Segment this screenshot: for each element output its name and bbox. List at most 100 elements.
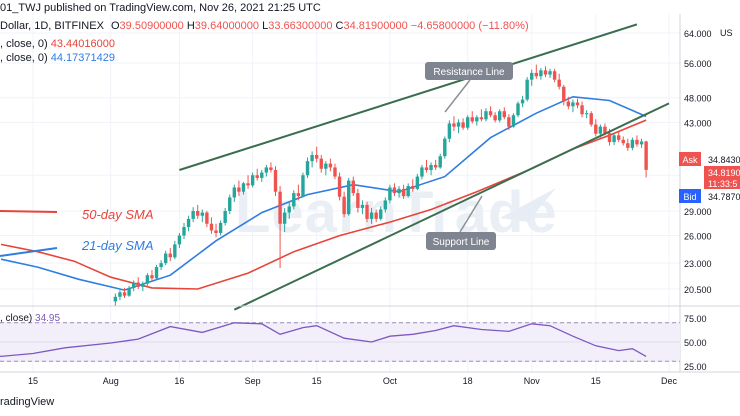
- candle: [310, 151, 314, 168]
- candle: [337, 172, 342, 201]
- resistance-annotation: Resistance Line: [425, 62, 513, 113]
- candle-body: [484, 111, 488, 120]
- time-tick-label: 15: [591, 376, 601, 386]
- candle: [411, 179, 415, 192]
- support-label: Support Line: [433, 237, 490, 248]
- candle-body: [456, 122, 461, 127]
- candle-body: [241, 183, 246, 192]
- price-tick-label: 64.000: [684, 29, 712, 39]
- candle-body: [498, 111, 502, 121]
- candle: [141, 281, 145, 292]
- candle: [214, 223, 218, 238]
- ask-value: 34.8430: [708, 155, 740, 165]
- candle-body: [347, 180, 351, 215]
- candle: [594, 119, 598, 137]
- candle: [305, 157, 310, 178]
- close-value: 34.8190: [708, 168, 740, 178]
- support-label-box: [426, 232, 496, 250]
- candle-body: [397, 188, 401, 194]
- candle-body: [520, 99, 525, 104]
- candle-body: [465, 117, 470, 128]
- ohlc-h-label: H: [186, 20, 195, 32]
- candle-body: [507, 117, 511, 127]
- candle-body: [228, 197, 232, 212]
- candle: [406, 183, 410, 198]
- symbol-legend: Dollar, 1D, BITFINEX O39.50900000 H39.64…: [0, 20, 529, 32]
- candle-body: [539, 70, 543, 77]
- ma1-label[interactable]: , close, 0): [0, 38, 48, 50]
- candle-body: [525, 79, 529, 100]
- candle: [168, 248, 172, 262]
- sma50-legend-label: 50-day SMA: [82, 207, 154, 222]
- candle-body: [534, 72, 539, 77]
- candle-body: [630, 139, 635, 148]
- candle: [562, 84, 566, 106]
- candle: [475, 115, 479, 126]
- candle-body: [502, 111, 506, 118]
- candle-body: [438, 156, 442, 168]
- rsi-line: [0, 322, 647, 358]
- candle-body: [269, 167, 273, 171]
- candle: [461, 118, 465, 130]
- bid-label-box: [679, 189, 701, 203]
- candle-body: [131, 282, 136, 288]
- candle-body: [562, 86, 566, 102]
- candle: [511, 113, 516, 128]
- candle-body: [369, 212, 374, 219]
- candle: [630, 137, 635, 151]
- candle-body: [145, 275, 150, 284]
- channel-lines: [179, 23, 670, 311]
- candle-body: [305, 161, 310, 176]
- candle-body: [163, 253, 168, 264]
- bid-label: Bid: [683, 192, 696, 202]
- candle-body: [237, 187, 241, 192]
- time-axis-ticks: 15 Aug 16 Sep 15 Oct 18 Nov 15 Dec: [28, 376, 678, 386]
- candle-body: [260, 172, 264, 178]
- candle-body: [511, 115, 516, 127]
- tradingview-brand[interactable]: radingView: [0, 396, 55, 408]
- candle: [392, 183, 397, 197]
- candle-body: [603, 126, 607, 134]
- candle-body: [616, 135, 621, 140]
- ma2-label[interactable]: , close, 0): [0, 52, 48, 64]
- rsi-axis-ticks: 25.00 50.00 75.00: [684, 314, 707, 372]
- candle-body: [392, 187, 397, 194]
- candle-body: [429, 164, 433, 171]
- candle-body: [548, 71, 552, 75]
- candle-body: [282, 212, 287, 224]
- candle: [356, 188, 360, 213]
- candle-body: [379, 209, 383, 219]
- candle: [635, 135, 639, 147]
- candle: [264, 164, 269, 177]
- time-tick-label: 18: [463, 376, 473, 386]
- candle: [484, 108, 488, 122]
- sma50-legend-line: [0, 210, 58, 213]
- candle: [374, 209, 378, 223]
- candle-body: [342, 196, 346, 215]
- price-axis-ticks: 20.500 23.000 26.000 29.000 43.000 48.000 56.0…: [684, 29, 712, 295]
- candle: [626, 138, 630, 151]
- candle-body: [516, 103, 520, 116]
- candle-body: [337, 176, 342, 197]
- candle-body: [168, 253, 172, 258]
- ohlc-change: −4.65800000 (−11.80%): [410, 20, 529, 32]
- candle-body: [461, 122, 465, 128]
- rsi-label[interactable]: , close): [0, 313, 33, 324]
- rsi-pane: [0, 322, 680, 362]
- candle: [278, 186, 282, 269]
- candle-body: [150, 275, 154, 279]
- candle: [282, 207, 287, 233]
- candle: [470, 111, 474, 124]
- candle: [516, 101, 520, 118]
- candle-body: [214, 230, 218, 233]
- candle-body: [401, 188, 406, 197]
- candle: [360, 200, 365, 215]
- symbol-name[interactable]: Dollar, 1D, BITFINEX: [0, 20, 104, 32]
- candle-body: [186, 218, 191, 228]
- sma21-line: [0, 95, 647, 291]
- candle: [177, 232, 182, 249]
- candle: [314, 146, 319, 163]
- candle: [113, 293, 118, 307]
- candle-body: [470, 117, 474, 122]
